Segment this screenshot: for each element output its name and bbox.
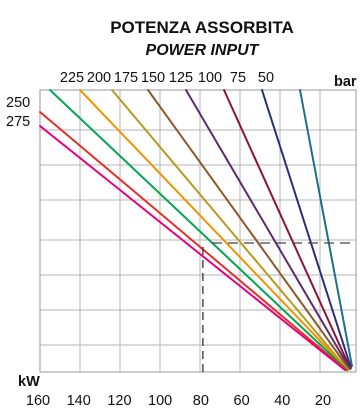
top-axis-unit: bar [334,74,357,90]
series-line-275 [39,125,346,371]
bottom-tick-label: 60 [234,393,250,409]
bottom-tick-label: 20 [315,393,331,409]
bottom-tick-label: 80 [193,393,209,409]
left-tick-label: 250 [6,95,30,111]
bottom-axis-labels: 160 140 120 100 80 60 40 20 [26,393,331,409]
top-tick-label: 125 [169,70,193,86]
top-tick-label: 150 [141,70,165,86]
bottom-tick-label: 140 [67,393,91,409]
top-tick-label: 50 [258,70,274,86]
bottom-tick-label: 160 [26,393,50,409]
bottom-tick-label: 40 [274,393,290,409]
top-tick-label: 100 [198,70,222,86]
plot-area [39,89,357,373]
top-tick-label: 175 [114,70,138,86]
series-line-75 [261,89,352,369]
chart-title: POTENZA ASSORBITA [110,18,294,37]
left-axis-unit: kW [18,374,40,390]
chart-subtitle: POWER INPUT [146,42,260,59]
series-line-100 [223,89,351,369]
series-line-175 [111,89,349,371]
bottom-tick-label: 100 [148,393,172,409]
top-tick-label: 200 [87,70,111,86]
series-line-50 [299,89,353,367]
series-line-150 [147,89,350,370]
plot-frame [39,89,357,373]
series-line-125 [185,89,351,370]
series-line-225 [49,89,348,371]
series-line-250 [39,111,347,371]
top-axis-labels: 225 200 175 150 125 100 75 50 [60,70,274,86]
series-line-200 [79,89,349,371]
left-tick-label: 275 [6,114,30,130]
top-tick-label: 75 [230,70,246,86]
bottom-tick-label: 120 [107,393,131,409]
top-tick-label: 225 [60,70,84,86]
